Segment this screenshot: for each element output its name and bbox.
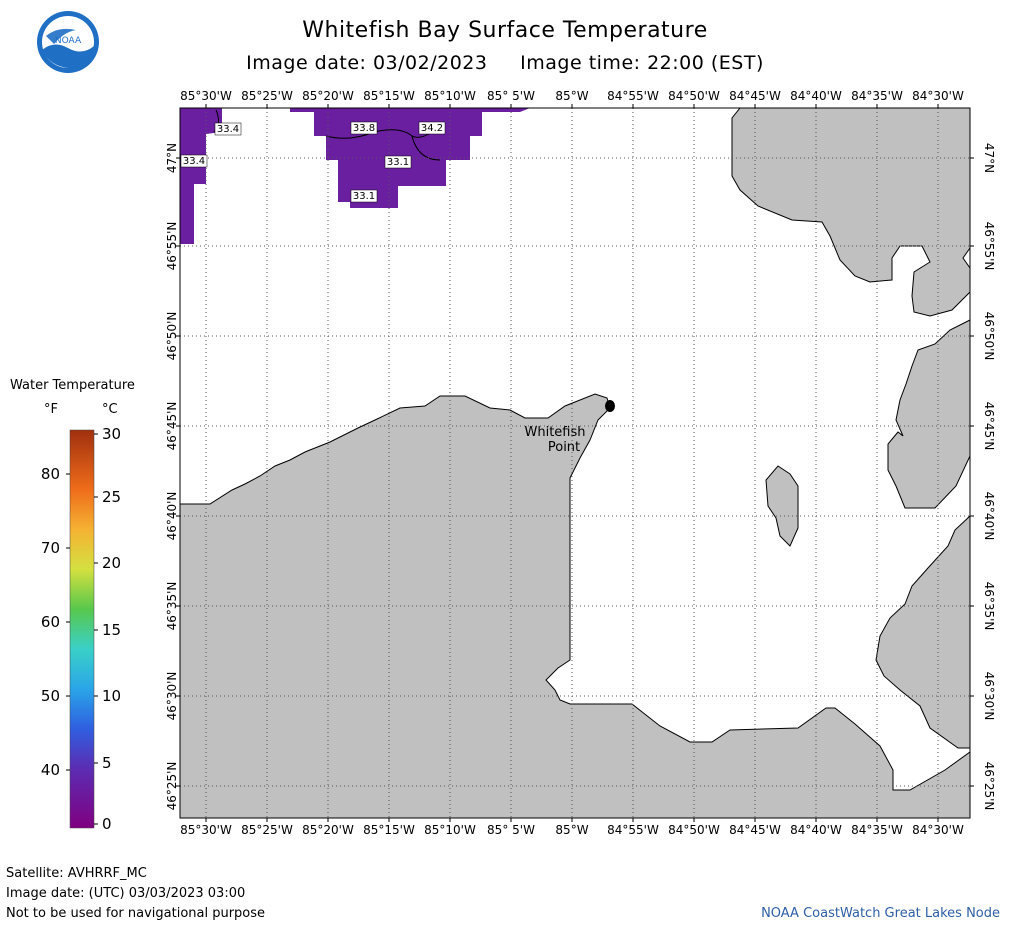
land-south-west xyxy=(179,393,971,819)
legend-c-tick: 5 xyxy=(102,754,112,772)
lat-label-right: 46°45'N xyxy=(982,402,996,451)
lon-label-bottom: 84°50'W xyxy=(668,823,720,837)
lon-label-bottom: 85°30'W xyxy=(180,823,232,837)
lon-label-bottom: 84°30'W xyxy=(912,823,964,837)
lat-label-right: 46°40'N xyxy=(982,492,996,541)
legend-f-tick: 80 xyxy=(41,465,60,483)
legend-c-tick: 20 xyxy=(102,554,121,572)
lat-label-right: 46°55'N xyxy=(982,222,996,271)
temp-label: 33.1 xyxy=(353,191,375,202)
legend-c-tick: 0 xyxy=(102,815,112,833)
lon-label-bottom: 84°55'W xyxy=(607,823,659,837)
lon-label-bottom: 85°W xyxy=(555,823,588,837)
lat-label-left: 47°N xyxy=(165,143,179,173)
legend-f-tick: 50 xyxy=(41,687,60,705)
legend-c-tick: 15 xyxy=(102,621,121,639)
lat-label-left: 46°40'N xyxy=(165,492,179,541)
latitude-labels: 47°N 47°N 46°55'N 46°55'N 46°50'N 46°50'N 46°4… xyxy=(165,143,996,811)
legend-f-tick: 40 xyxy=(41,761,60,779)
lat-label-left: 46°50'N xyxy=(165,312,179,361)
lat-label-left: 46°30'N xyxy=(165,672,179,721)
lat-label-left: 46°25'N xyxy=(165,762,179,811)
credit-text: NOAA CoastWatch Great Lakes Node xyxy=(761,906,1000,921)
lon-label-bottom: 84°40'W xyxy=(790,823,842,837)
image-date-time: Image date: 03/02/2023 Image time: 22:00… xyxy=(246,52,764,74)
legend-c-tick: 25 xyxy=(102,488,121,506)
lon-label-bottom: 85°10'W xyxy=(424,823,476,837)
lon-label-bottom: 84°35'W xyxy=(851,823,903,837)
legend-f-tick: 70 xyxy=(41,539,60,557)
lon-label-bottom: 85°25'W xyxy=(241,823,293,837)
temp-label: 33.4 xyxy=(183,156,205,167)
temp-label: 33.4 xyxy=(217,124,239,135)
lon-label-top: 85°15'W xyxy=(363,89,415,103)
temp-label: 33.8 xyxy=(353,123,375,134)
lat-label-left: 46°35'N xyxy=(165,582,179,631)
legend-f-tick: 60 xyxy=(41,613,60,631)
disclaimer: Not to be used for navigational purpose xyxy=(6,906,266,921)
legend-unit-f: °F xyxy=(44,402,58,417)
lat-label-left: 46°55'N xyxy=(165,222,179,271)
frame-ticks xyxy=(176,104,974,822)
lat-label-right: 46°30'N xyxy=(982,672,996,721)
lon-label-top: 84°35'W xyxy=(851,89,903,103)
lon-label-top: 85°10'W xyxy=(424,89,476,103)
place-label-line1: Whitefish xyxy=(524,425,585,440)
map-title: Whitefish Bay Surface Temperature xyxy=(302,18,708,43)
lat-label-right: 47°N xyxy=(982,143,996,173)
lon-label-bottom: 85°15'W xyxy=(363,823,415,837)
image-date-utc: Image date: (UTC) 03/03/2023 03:00 xyxy=(6,886,246,901)
map-frame xyxy=(179,107,971,819)
lat-label-left: 46°45'N xyxy=(165,402,179,451)
temperature-labels: 33.4 33.4 33.8 34.2 33.1 33.1 xyxy=(180,121,446,203)
lon-label-top: 84°50'W xyxy=(668,89,720,103)
lon-label-bottom: 85° 5'W xyxy=(487,823,535,837)
lon-label-bottom: 85°20'W xyxy=(302,823,354,837)
lon-label-top: 84°55'W xyxy=(607,89,659,103)
lon-label-top: 85°W xyxy=(555,89,588,103)
lat-label-right: 46°25'N xyxy=(982,762,996,811)
lon-label-top: 85°25'W xyxy=(241,89,293,103)
legend-c-tick: 10 xyxy=(102,687,121,705)
lon-label-top: 84°40'W xyxy=(790,89,842,103)
lat-label-right: 46°50'N xyxy=(982,312,996,361)
lon-label-top: 85°20'W xyxy=(302,89,354,103)
temp-label: 33.1 xyxy=(387,157,409,168)
legend-title: Water Temperature xyxy=(10,378,135,393)
place-label-line2: Point xyxy=(548,440,580,455)
lon-label-top: 85°30'W xyxy=(180,89,232,103)
temp-label-box xyxy=(350,189,378,203)
longitude-labels: 85°30'W 85°30'W 85°25'W 85°25'W 85°20'W 85°20… xyxy=(180,89,964,837)
lon-label-top: 84°30'W xyxy=(912,89,964,103)
lon-label-bottom: 84°45'W xyxy=(729,823,781,837)
temp-label-box xyxy=(418,121,446,135)
temp-label-box xyxy=(350,121,378,135)
whitefish-point-marker xyxy=(605,400,615,412)
noaa-logo: NOAA xyxy=(37,11,99,73)
lon-label-top: 85° 5'W xyxy=(487,89,535,103)
color-bar xyxy=(69,429,95,829)
temp-label-box xyxy=(384,155,412,169)
legend-unit-c: °C xyxy=(102,402,118,417)
island xyxy=(765,465,799,547)
noaa-logo-text: NOAA xyxy=(55,36,82,46)
lon-label-top: 84°45'W xyxy=(729,89,781,103)
temp-label-box xyxy=(180,154,208,168)
temp-label-box xyxy=(214,122,242,136)
temp-label: 34.2 xyxy=(421,123,443,134)
legend-c-tick: 30 xyxy=(102,425,121,443)
satellite-text: Satellite: AVHRRF_MC xyxy=(6,866,147,881)
lat-label-right: 46°35'N xyxy=(982,582,996,631)
